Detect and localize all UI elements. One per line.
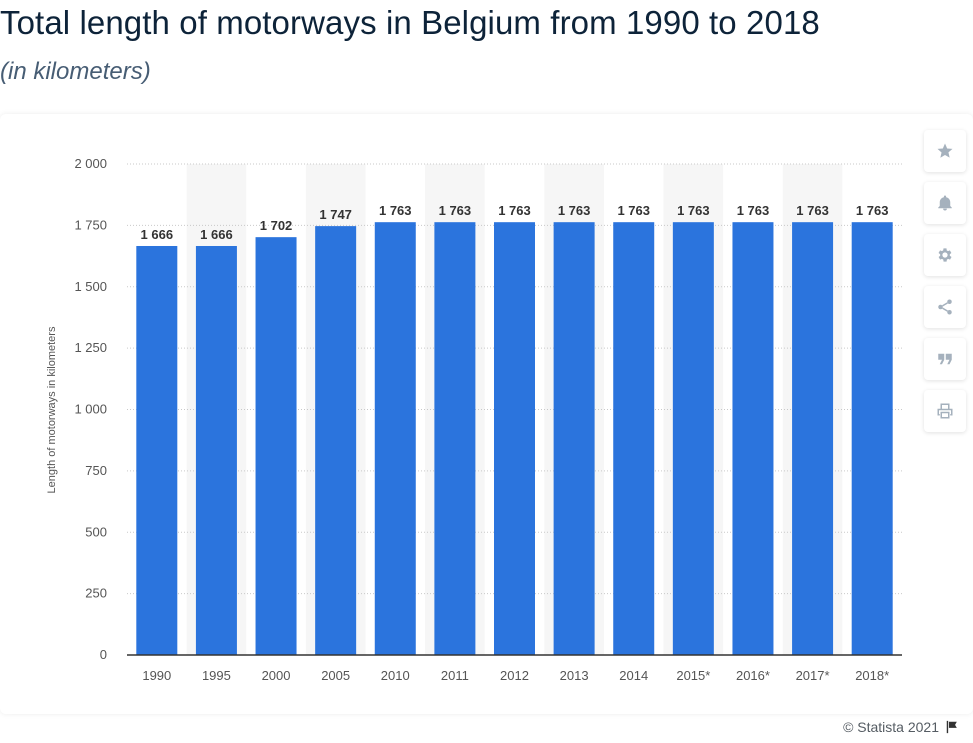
data-label: 1 763: [558, 203, 591, 218]
star-icon: [937, 143, 953, 158]
bar[interactable]: [553, 222, 595, 655]
flag-icon: [946, 720, 957, 734]
x-tick-label: 1990: [142, 668, 171, 683]
data-label: 1 763: [796, 203, 829, 218]
share-icon: [938, 299, 952, 315]
data-label: 1 763: [439, 203, 472, 218]
bar[interactable]: [792, 222, 834, 655]
y-axis-title: Length of motorways in kilometers: [46, 326, 58, 493]
favorite-button[interactable]: [924, 130, 966, 172]
data-label: 1 666: [141, 227, 174, 242]
bar[interactable]: [434, 222, 476, 655]
notification-button[interactable]: [924, 182, 966, 224]
data-label: 1 666: [200, 227, 233, 242]
bar[interactable]: [672, 222, 714, 655]
bar[interactable]: [315, 226, 357, 655]
y-tick-label: 1 500: [74, 279, 107, 294]
x-tick-label: 2014: [619, 668, 648, 683]
gear-icon: [938, 248, 952, 262]
x-tick-label: 2011: [441, 668, 469, 683]
y-tick-label: 500: [85, 524, 107, 539]
y-tick-label: 1 250: [74, 340, 107, 355]
bar[interactable]: [732, 222, 774, 655]
x-tick-label: 2017*: [796, 668, 830, 683]
bell-icon: [938, 195, 952, 211]
y-tick-label: 1 000: [74, 402, 107, 417]
y-tick-label: 0: [100, 647, 107, 662]
x-tick-label: 2016*: [736, 668, 770, 683]
data-label: 1 763: [617, 203, 650, 218]
share-button[interactable]: [924, 286, 966, 328]
bar[interactable]: [851, 222, 893, 655]
data-label: 1 763: [677, 203, 710, 218]
bar[interactable]: [136, 245, 178, 655]
chart-toolbar: [924, 130, 966, 432]
x-tick-label: 2015*: [676, 668, 710, 683]
bar[interactable]: [255, 237, 297, 655]
y-tick-label: 2 000: [74, 156, 107, 171]
cite-button[interactable]: [924, 338, 966, 380]
bar[interactable]: [195, 245, 237, 655]
x-tick-label: 1995: [202, 668, 231, 683]
printer-icon: [937, 403, 953, 419]
data-label: 1 763: [856, 203, 889, 218]
data-label: 1 747: [319, 207, 352, 222]
chart-subtitle: (in kilometers): [0, 58, 151, 85]
data-label: 1 763: [498, 203, 531, 218]
x-tick-label: 2000: [262, 668, 291, 683]
y-tick-label: 1 750: [74, 217, 107, 232]
chart-card: 0 250 500 750 1 000 1 250 1 500 1 750 2 000 1 666…: [0, 114, 973, 714]
x-tick-label: 2013: [560, 668, 589, 683]
bar[interactable]: [374, 222, 416, 655]
y-tick-label: 250: [85, 586, 107, 601]
data-label: 1 763: [379, 203, 412, 218]
chart-title: Total length of motorways in Belgium fro…: [0, 4, 820, 41]
print-button[interactable]: [924, 390, 966, 432]
bar[interactable]: [613, 222, 655, 655]
bar[interactable]: [494, 222, 535, 655]
statista-credit[interactable]: © Statista 2021: [843, 719, 959, 735]
credit-text: © Statista 2021: [843, 719, 939, 735]
x-tick-label: 2005: [321, 668, 350, 683]
data-label: 1 702: [260, 218, 293, 233]
data-label: 1 763: [737, 203, 770, 218]
y-tick-label: 750: [85, 463, 107, 478]
bar-chart: 0 250 500 750 1 000 1 250 1 500 1 750 2 000 1 666…: [46, 156, 902, 683]
quote-icon: [938, 353, 952, 365]
x-tick-label: 2010: [381, 668, 410, 683]
x-tick-label: 2012: [500, 668, 529, 683]
settings-button[interactable]: [924, 234, 966, 276]
x-tick-label: 2018*: [855, 668, 889, 683]
